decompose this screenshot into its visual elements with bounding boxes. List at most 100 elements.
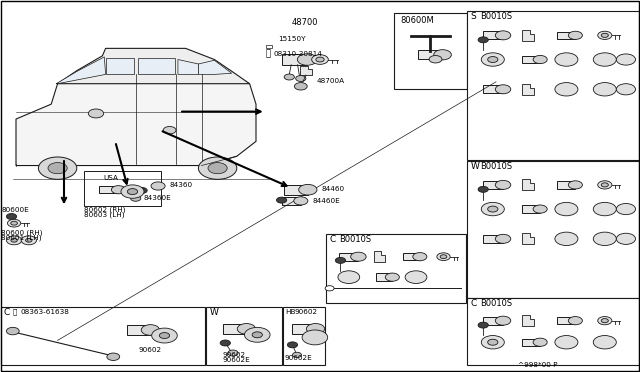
Bar — [467, 298, 639, 365]
Text: Ⓜ: Ⓜ — [266, 49, 271, 58]
Bar — [557, 181, 575, 189]
Bar — [483, 85, 503, 93]
Circle shape — [481, 336, 504, 349]
Circle shape — [351, 252, 366, 261]
Circle shape — [111, 186, 125, 194]
Bar — [1, 307, 205, 365]
Bar — [84, 171, 161, 206]
Text: ^998*00 P: ^998*00 P — [518, 362, 558, 368]
Bar — [522, 56, 540, 63]
Polygon shape — [374, 251, 385, 262]
Bar — [292, 324, 316, 334]
Circle shape — [478, 37, 488, 43]
Circle shape — [137, 187, 147, 193]
Text: 80600 (RH): 80600 (RH) — [1, 229, 43, 236]
Text: W: W — [209, 308, 218, 317]
Circle shape — [495, 180, 511, 189]
Circle shape — [495, 234, 511, 243]
Text: B0010S: B0010S — [480, 162, 512, 171]
Circle shape — [208, 163, 227, 174]
Polygon shape — [106, 58, 134, 74]
Text: 48700: 48700 — [291, 18, 317, 27]
Circle shape — [228, 350, 238, 356]
Text: Ⓜ: Ⓜ — [13, 309, 17, 315]
Circle shape — [555, 202, 578, 216]
Circle shape — [593, 53, 616, 66]
Circle shape — [413, 253, 427, 261]
Circle shape — [6, 214, 17, 219]
Text: 90602E: 90602E — [285, 355, 312, 361]
Bar — [419, 50, 443, 60]
Polygon shape — [522, 179, 534, 190]
Circle shape — [488, 339, 498, 345]
Circle shape — [294, 83, 307, 90]
Polygon shape — [522, 315, 534, 326]
Circle shape — [127, 189, 138, 195]
Text: W: W — [470, 162, 479, 171]
Circle shape — [385, 273, 399, 281]
Circle shape — [316, 57, 324, 62]
Circle shape — [601, 33, 609, 38]
Polygon shape — [16, 74, 256, 166]
Circle shape — [555, 83, 578, 96]
Circle shape — [21, 236, 36, 245]
Bar — [223, 324, 246, 334]
Circle shape — [121, 185, 144, 198]
Text: USA: USA — [104, 175, 119, 181]
Circle shape — [88, 109, 104, 118]
Circle shape — [252, 332, 262, 338]
Circle shape — [495, 31, 511, 40]
Circle shape — [8, 219, 20, 227]
Circle shape — [335, 257, 346, 263]
Text: 84460E: 84460E — [312, 198, 340, 204]
Text: 90602: 90602 — [139, 347, 162, 353]
Bar — [339, 253, 358, 261]
Text: 08310-30814: 08310-30814 — [274, 51, 323, 57]
Circle shape — [616, 84, 636, 95]
Circle shape — [6, 236, 22, 245]
Circle shape — [152, 328, 177, 343]
Text: 90602: 90602 — [222, 352, 245, 358]
Circle shape — [495, 85, 511, 94]
Text: 84460: 84460 — [322, 186, 345, 192]
Circle shape — [287, 342, 298, 348]
Polygon shape — [522, 30, 534, 41]
Circle shape — [131, 195, 141, 201]
Text: C: C — [470, 299, 477, 308]
Circle shape — [38, 157, 77, 179]
Circle shape — [598, 317, 612, 325]
Circle shape — [325, 286, 334, 291]
Circle shape — [533, 205, 547, 213]
Circle shape — [151, 182, 165, 190]
Bar — [266, 45, 272, 48]
Bar — [99, 186, 118, 193]
Text: B0010S: B0010S — [480, 299, 512, 308]
Bar — [403, 253, 420, 260]
Circle shape — [478, 322, 488, 328]
Text: C: C — [330, 235, 336, 244]
Circle shape — [159, 333, 170, 339]
Text: 90602: 90602 — [294, 309, 317, 315]
Bar — [376, 273, 392, 281]
Text: 84360: 84360 — [170, 182, 193, 188]
Circle shape — [555, 232, 578, 246]
Circle shape — [601, 318, 609, 323]
Circle shape — [434, 49, 451, 60]
Bar — [467, 161, 639, 298]
Bar — [282, 54, 307, 65]
Text: C: C — [4, 308, 10, 317]
Circle shape — [163, 126, 176, 134]
Circle shape — [440, 255, 447, 259]
Bar — [284, 185, 308, 195]
Circle shape — [141, 325, 159, 335]
Circle shape — [312, 55, 328, 64]
Circle shape — [48, 163, 67, 174]
Circle shape — [555, 53, 578, 66]
Circle shape — [107, 353, 120, 360]
Circle shape — [220, 340, 230, 346]
Circle shape — [568, 181, 582, 189]
Circle shape — [26, 238, 32, 242]
Circle shape — [598, 31, 612, 39]
Text: 84360E: 84360E — [144, 195, 172, 201]
Circle shape — [302, 330, 328, 345]
